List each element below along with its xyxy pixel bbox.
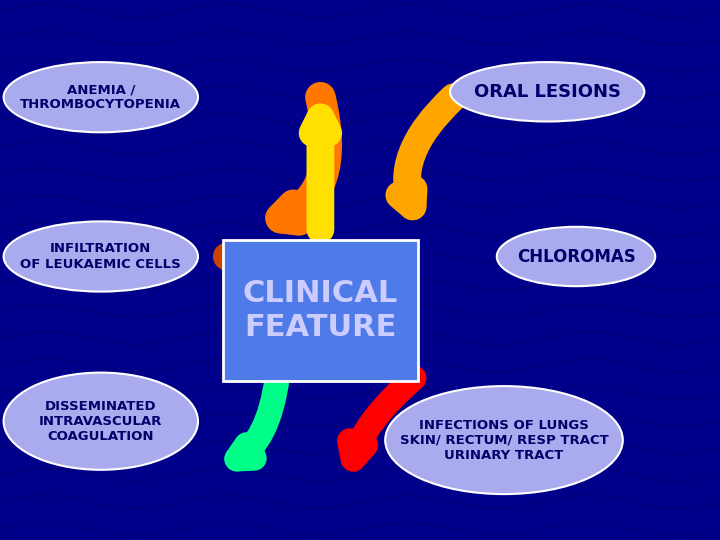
Text: CLINICAL
FEATURE: CLINICAL FEATURE: [243, 279, 398, 342]
Ellipse shape: [450, 62, 644, 122]
Ellipse shape: [497, 227, 655, 286]
Text: INFECTIONS OF LUNGS
SKIN/ RECTUM/ RESP TRACT
URINARY TRACT: INFECTIONS OF LUNGS SKIN/ RECTUM/ RESP T…: [400, 418, 608, 462]
Text: DISSEMINATED
INTRAVASCULAR
COAGULATION: DISSEMINATED INTRAVASCULAR COAGULATION: [39, 400, 163, 443]
Text: ANEMIA /
THROMBOCYTOPENIA: ANEMIA / THROMBOCYTOPENIA: [20, 83, 181, 111]
Text: INFILTRATION
OF LEUKAEMIC CELLS: INFILTRATION OF LEUKAEMIC CELLS: [20, 242, 181, 271]
Ellipse shape: [4, 62, 198, 132]
Text: ORAL LESIONS: ORAL LESIONS: [474, 83, 621, 101]
Ellipse shape: [4, 221, 198, 292]
Ellipse shape: [385, 386, 623, 494]
Ellipse shape: [4, 373, 198, 470]
FancyBboxPatch shape: [223, 240, 418, 381]
Text: CHLOROMAS: CHLOROMAS: [517, 247, 635, 266]
